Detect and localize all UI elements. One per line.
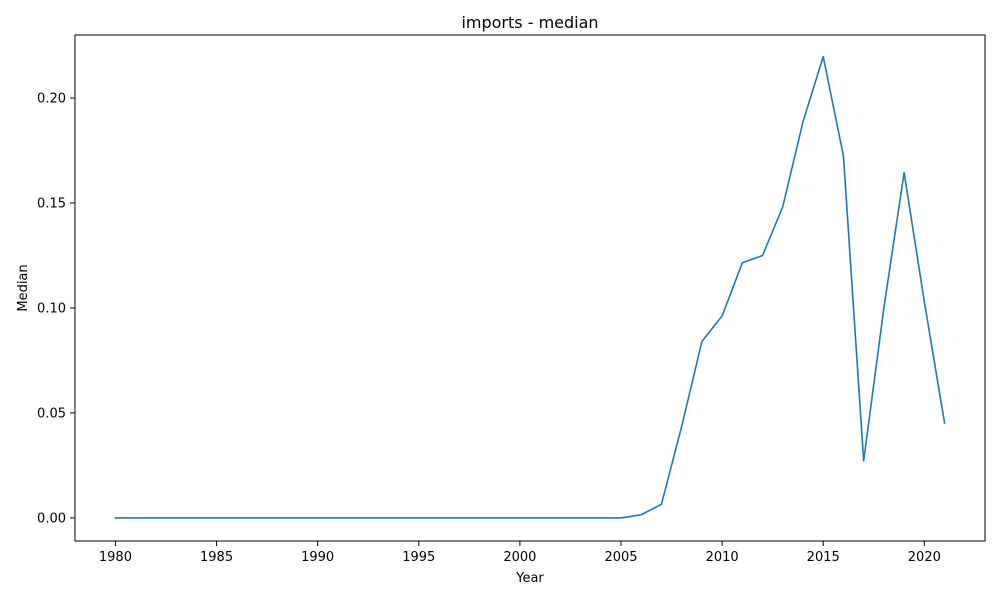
x-tick-label: 1980 <box>99 550 132 565</box>
chart-title: imports - median <box>461 13 598 32</box>
y-tick-label: 0.00 <box>37 511 66 526</box>
x-tick-label: 2010 <box>706 550 739 565</box>
x-axis-label: Year <box>515 571 544 586</box>
y-tick-label: 0.20 <box>37 91 66 106</box>
y-tick-label: 0.15 <box>37 196 66 211</box>
x-axis-ticks: 1980 1985 1990 1995 2000 2005 2010 2015 2020 <box>99 541 941 565</box>
y-axis-label: Median <box>16 264 31 311</box>
x-tick-label: 2000 <box>503 550 536 565</box>
x-tick-label: 1990 <box>301 550 334 565</box>
x-tick-label: 1995 <box>402 550 435 565</box>
y-tick-label: 0.10 <box>37 301 66 316</box>
series-line-0 <box>114 55 946 519</box>
y-axis-ticks: 0.00 0.05 0.10 0.15 0.20 <box>37 91 75 526</box>
plot-frame <box>74 34 986 542</box>
x-tick-label: 2005 <box>604 550 637 565</box>
x-tick-label: 2020 <box>908 550 941 565</box>
plot-area <box>74 34 986 542</box>
x-tick-label: 2015 <box>807 550 840 565</box>
x-tick-label: 1985 <box>200 550 233 565</box>
y-tick-label: 0.05 <box>37 406 66 421</box>
